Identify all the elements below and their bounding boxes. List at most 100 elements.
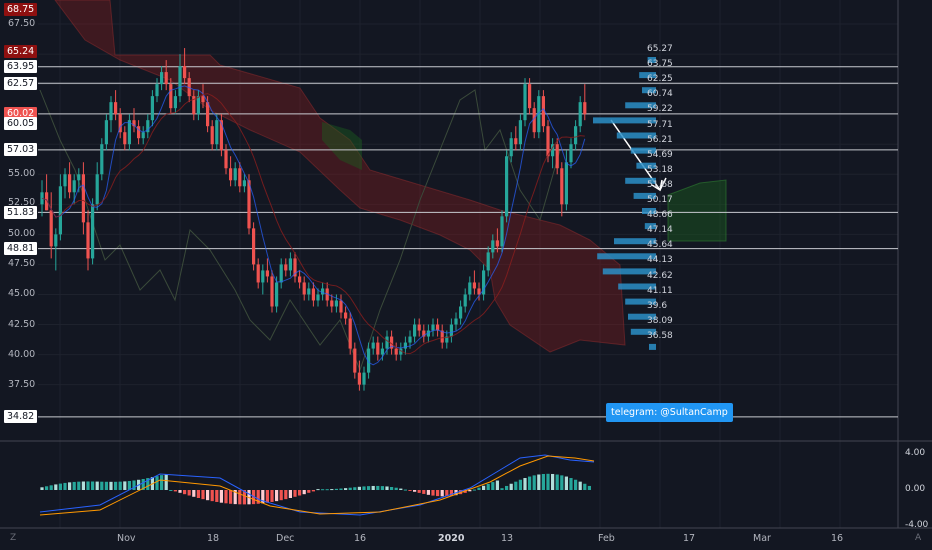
volume-profile-label: 65.27 xyxy=(647,44,673,54)
candle-body xyxy=(100,144,104,175)
macd-histogram-bar xyxy=(482,485,486,490)
auto-scale-button[interactable]: A xyxy=(915,533,922,543)
volume-profile-label: 57.71 xyxy=(647,119,673,130)
candle-body xyxy=(551,144,555,157)
macd-histogram-bar xyxy=(284,490,288,500)
candle-body xyxy=(127,120,131,145)
telegram-annotation[interactable]: telegram: @SultanCamp xyxy=(606,403,733,422)
price-axis-tag: 57.03 xyxy=(4,143,38,157)
macd-histogram-bar xyxy=(321,489,325,491)
candle-body xyxy=(215,120,219,145)
macd-histogram-bar xyxy=(376,485,380,490)
macd-histogram-bar xyxy=(270,490,274,502)
price-axis-label: 40.00 xyxy=(8,348,36,360)
candle-body xyxy=(77,174,81,181)
time-axis-label: 16 xyxy=(354,533,367,544)
candle-body xyxy=(311,288,315,301)
candle-body xyxy=(403,342,407,349)
macd-histogram-bar xyxy=(390,486,394,490)
macd-histogram-bar xyxy=(587,485,591,490)
volume-profile-bar xyxy=(642,87,656,94)
price-axis-label: 50.00 xyxy=(8,228,36,240)
macd-histogram-bar xyxy=(81,481,85,490)
macd-histogram-bar xyxy=(91,481,95,490)
macd-histogram-bar xyxy=(68,482,72,490)
candle-body xyxy=(422,330,426,337)
candle-body xyxy=(178,66,182,97)
candle-body xyxy=(394,348,398,355)
volume-profile-bar xyxy=(649,343,656,350)
macd-histogram-bar xyxy=(201,490,205,500)
candle-body xyxy=(54,234,58,247)
price-axis-label: 47.50 xyxy=(8,258,36,270)
candle-body xyxy=(160,72,164,85)
candle-body xyxy=(270,276,274,307)
volume-profile-bar xyxy=(642,208,656,214)
macd-histogram-bar xyxy=(551,473,555,490)
candle-body xyxy=(146,120,150,133)
macd-histogram-bar xyxy=(316,489,320,491)
candle-body xyxy=(316,294,320,301)
macd-histogram-bar xyxy=(224,490,228,504)
macd-histogram-bar xyxy=(215,490,219,502)
volume-profile-bar xyxy=(616,132,656,139)
candle-body xyxy=(238,168,242,187)
macd-histogram-bar xyxy=(413,490,417,492)
volume-profile-label: 59.22 xyxy=(647,104,673,115)
time-axis-label: Mar xyxy=(753,533,771,544)
time-axis-label: 16 xyxy=(831,533,844,544)
volume-profile-bar xyxy=(597,253,656,260)
candle-body xyxy=(371,342,375,349)
macd-histogram-bar xyxy=(491,482,495,490)
volume-profile-label: 48.66 xyxy=(647,210,673,221)
macd-histogram-bar xyxy=(40,487,44,490)
candle-body xyxy=(408,336,412,343)
volume-profile-bar xyxy=(630,147,656,154)
macd-histogram-bar xyxy=(509,483,513,490)
macd-histogram-bar xyxy=(49,485,53,490)
macd-histogram-bar xyxy=(164,474,168,490)
candle-body xyxy=(367,348,371,373)
candle-body xyxy=(109,102,113,121)
candle-body xyxy=(353,348,357,373)
macd-histogram-bar xyxy=(339,488,343,490)
volume-profile-label: 62.25 xyxy=(647,74,673,85)
macd-histogram-bar xyxy=(569,478,573,490)
macd-histogram-bar xyxy=(514,481,518,490)
macd-histogram-bar xyxy=(495,480,499,490)
macd-histogram-bar xyxy=(307,490,311,493)
candle-body xyxy=(302,282,306,295)
price-axis-tag: 65.24 xyxy=(4,44,38,58)
candle-body xyxy=(541,96,545,127)
macd-histogram-bar xyxy=(242,490,246,505)
candle-body xyxy=(440,330,444,343)
macd-histogram-bar xyxy=(518,479,522,490)
macd-histogram-bar xyxy=(58,483,62,490)
candle-body xyxy=(114,102,118,115)
volume-profile-label: 45.64 xyxy=(647,240,673,251)
macd-histogram-bar xyxy=(445,490,449,497)
volume-profile-bar xyxy=(647,57,656,63)
candle-body xyxy=(417,324,421,331)
candle-body xyxy=(137,126,141,139)
candle-body xyxy=(390,336,394,349)
candle-body xyxy=(334,300,338,307)
candle-body xyxy=(219,120,223,151)
volume-profile-label: 54.69 xyxy=(647,149,673,160)
candle-body xyxy=(532,108,536,133)
timezone-button[interactable]: Z xyxy=(10,533,17,543)
macd-histogram-bar xyxy=(279,490,283,501)
candle-body xyxy=(233,168,237,181)
macd-histogram-bar xyxy=(302,490,306,495)
macd-histogram-bar xyxy=(256,490,260,504)
candle-body xyxy=(201,96,205,103)
macd-histogram-bar xyxy=(293,490,297,497)
candle-body xyxy=(518,120,522,145)
macd-histogram-bar xyxy=(408,490,412,491)
candle-body xyxy=(362,372,366,385)
price-axis-label: 45.00 xyxy=(8,288,36,300)
macd-histogram-bar xyxy=(77,481,81,490)
macd-histogram-bar xyxy=(288,490,292,499)
volume-profile-bar xyxy=(639,72,656,79)
